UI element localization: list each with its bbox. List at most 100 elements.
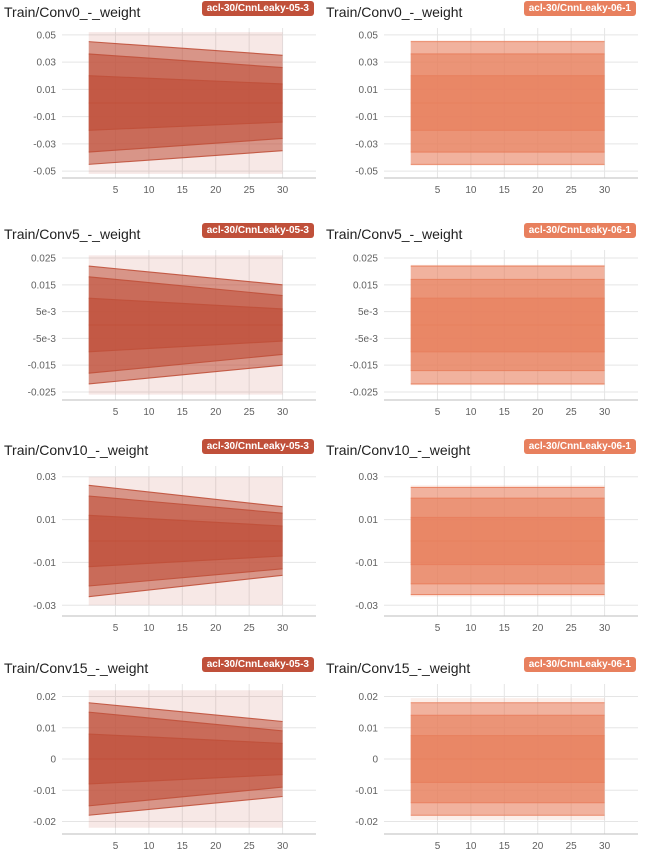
x-tick-label: 15 xyxy=(177,623,189,634)
distribution-chart[interactable]: 0.05 0.03 0.01 -0.01 -0.03 -0.05 5 10 15 20 25 30 xyxy=(322,24,640,210)
y-tick-label: 5e-3 xyxy=(358,307,378,318)
y-tick-label: -0.03 xyxy=(33,601,56,612)
y-tick-label: -0.01 xyxy=(355,558,378,569)
y-tick-label: 0 xyxy=(50,755,56,766)
y-tick-label: 0.03 xyxy=(37,472,57,483)
y-tick-label: -0.02 xyxy=(33,817,56,828)
percentile-line-p69 xyxy=(88,733,283,744)
x-tick-label: 15 xyxy=(499,185,511,196)
x-tick-label: 20 xyxy=(532,407,544,418)
distribution-chart[interactable]: 0.02 0.01 0 -0.01 -0.02 5 10 15 20 25 30 xyxy=(0,680,318,866)
y-tick-label: 0.01 xyxy=(359,515,379,526)
x-tick-label: 20 xyxy=(532,841,544,852)
x-tick-label: 10 xyxy=(465,623,477,634)
x-tick-label: 20 xyxy=(532,185,544,196)
percentile-line-p16 xyxy=(88,786,283,807)
panel-title: Train/Conv10_-_weight xyxy=(326,442,471,458)
x-tick-label: 5 xyxy=(113,185,119,196)
x-tick-label: 15 xyxy=(499,841,511,852)
y-tick-label: -0.03 xyxy=(33,139,56,150)
run-tag[interactable]: acl-30/CnnLeaky-05-3 xyxy=(201,657,314,672)
x-tick-label: 10 xyxy=(143,185,155,196)
percentile-line-p16 xyxy=(88,137,283,153)
x-tick-label: 25 xyxy=(566,407,578,418)
percentile-line-p84 xyxy=(88,711,283,732)
panel-title: Train/Conv0_-_weight xyxy=(4,4,141,20)
distribution-chart[interactable]: 0.025 0.015 5e-3 -5e-3 -0.015 -0.025 5 10 15 20 25… xyxy=(322,246,640,432)
percentile-line-p93 xyxy=(88,41,283,56)
histogram-panel: Train/Conv15_-_weight acl-30/CnnLeaky-05… xyxy=(0,656,318,866)
y-tick-label: 0.01 xyxy=(37,723,57,734)
run-tag[interactable]: acl-30/CnnLeaky-06-1 xyxy=(523,1,636,16)
x-tick-label: 25 xyxy=(566,185,578,196)
y-tick-label: 0.05 xyxy=(359,30,379,41)
run-tag[interactable]: acl-30/CnnLeaky-06-1 xyxy=(523,439,636,454)
panel-title: Train/Conv15_-_weight xyxy=(4,660,149,676)
y-tick-label: -0.01 xyxy=(33,558,56,569)
y-tick-label: -0.03 xyxy=(355,139,378,150)
percentile-line-p93 xyxy=(88,265,283,286)
x-tick-label: 20 xyxy=(532,623,544,634)
y-tick-label: -0.01 xyxy=(33,112,56,123)
y-tick-label: -0.01 xyxy=(33,786,56,797)
x-tick-label: 30 xyxy=(277,841,289,852)
distribution-chart[interactable]: 0.03 0.01 -0.01 -0.03 5 10 15 20 25 30 xyxy=(0,462,318,648)
y-tick-label: 0.01 xyxy=(37,515,57,526)
y-tick-label: -0.025 xyxy=(350,387,379,398)
run-tag[interactable]: acl-30/CnnLeaky-05-3 xyxy=(201,223,314,238)
histogram-panel: Train/Conv5_-_weight acl-30/CnnLeaky-05-… xyxy=(0,222,318,432)
x-tick-label: 15 xyxy=(499,623,511,634)
y-tick-label: 0.03 xyxy=(359,58,379,69)
x-tick-label: 20 xyxy=(210,407,222,418)
y-tick-label: 0.015 xyxy=(353,280,378,291)
percentile-line-p69 xyxy=(88,514,283,527)
run-tag[interactable]: acl-30/CnnLeaky-05-3 xyxy=(201,439,314,454)
distribution-chart[interactable]: 0.02 0.01 0 -0.01 -0.02 5 10 15 20 25 30 xyxy=(322,680,640,866)
x-tick-label: 15 xyxy=(499,407,511,418)
percentile-line-p7 xyxy=(88,795,283,816)
x-tick-label: 30 xyxy=(277,185,289,196)
y-tick-label: -5e-3 xyxy=(33,334,57,345)
x-tick-label: 30 xyxy=(277,623,289,634)
y-tick-label: 0.01 xyxy=(359,85,379,96)
x-tick-label: 25 xyxy=(244,185,256,196)
y-tick-label: 0.05 xyxy=(37,30,57,41)
x-tick-label: 15 xyxy=(177,407,189,418)
panel-title: Train/Conv15_-_weight xyxy=(326,660,471,676)
y-tick-label: 0.025 xyxy=(353,254,378,265)
percentile-line-p84 xyxy=(88,276,283,297)
y-tick-label: 0.03 xyxy=(37,58,57,69)
distribution-chart[interactable]: 0.03 0.01 -0.01 -0.03 5 10 15 20 25 30 xyxy=(322,462,640,648)
x-tick-label: 10 xyxy=(465,185,477,196)
y-tick-label: 0.02 xyxy=(359,692,379,703)
x-tick-label: 25 xyxy=(566,623,578,634)
distribution-chart[interactable]: 0.05 0.03 0.01 -0.01 -0.03 -0.05 5 10 15 20 25 30 xyxy=(0,24,318,210)
x-tick-label: 5 xyxy=(435,841,441,852)
panel-title: Train/Conv5_-_weight xyxy=(326,226,463,242)
x-tick-label: 30 xyxy=(599,623,611,634)
run-tag[interactable]: acl-30/CnnLeaky-06-1 xyxy=(523,223,636,238)
y-tick-label: -0.05 xyxy=(355,167,378,178)
x-tick-label: 25 xyxy=(566,841,578,852)
x-tick-label: 5 xyxy=(435,407,441,418)
percentile-line-p7 xyxy=(88,150,283,165)
percentile-line-p31 xyxy=(88,121,283,131)
histogram-panel: Train/Conv10_-_weight acl-30/CnnLeaky-06… xyxy=(322,438,640,648)
percentile-line-p93 xyxy=(88,484,283,508)
x-tick-label: 20 xyxy=(210,841,222,852)
run-tag[interactable]: acl-30/CnnLeaky-06-1 xyxy=(523,657,636,672)
run-tag[interactable]: acl-30/CnnLeaky-05-3 xyxy=(201,1,314,16)
y-tick-label: -0.015 xyxy=(350,361,379,372)
y-tick-label: 0.015 xyxy=(31,280,56,291)
panel-title: Train/Conv0_-_weight xyxy=(326,4,463,20)
distribution-chart[interactable]: 0.025 0.015 5e-3 -5e-3 -0.015 -0.025 5 10 15 20 25… xyxy=(0,246,318,432)
y-tick-label: -0.01 xyxy=(355,112,378,123)
percentile-line-p7 xyxy=(88,574,283,598)
y-tick-label: 0.03 xyxy=(359,472,379,483)
x-tick-label: 25 xyxy=(244,623,256,634)
percentile-line-p16 xyxy=(88,353,283,374)
x-tick-label: 30 xyxy=(599,185,611,196)
histogram-panel: Train/Conv15_-_weight acl-30/CnnLeaky-06… xyxy=(322,656,640,866)
histogram-panel: Train/Conv10_-_weight acl-30/CnnLeaky-05… xyxy=(0,438,318,648)
x-tick-label: 20 xyxy=(210,185,222,196)
